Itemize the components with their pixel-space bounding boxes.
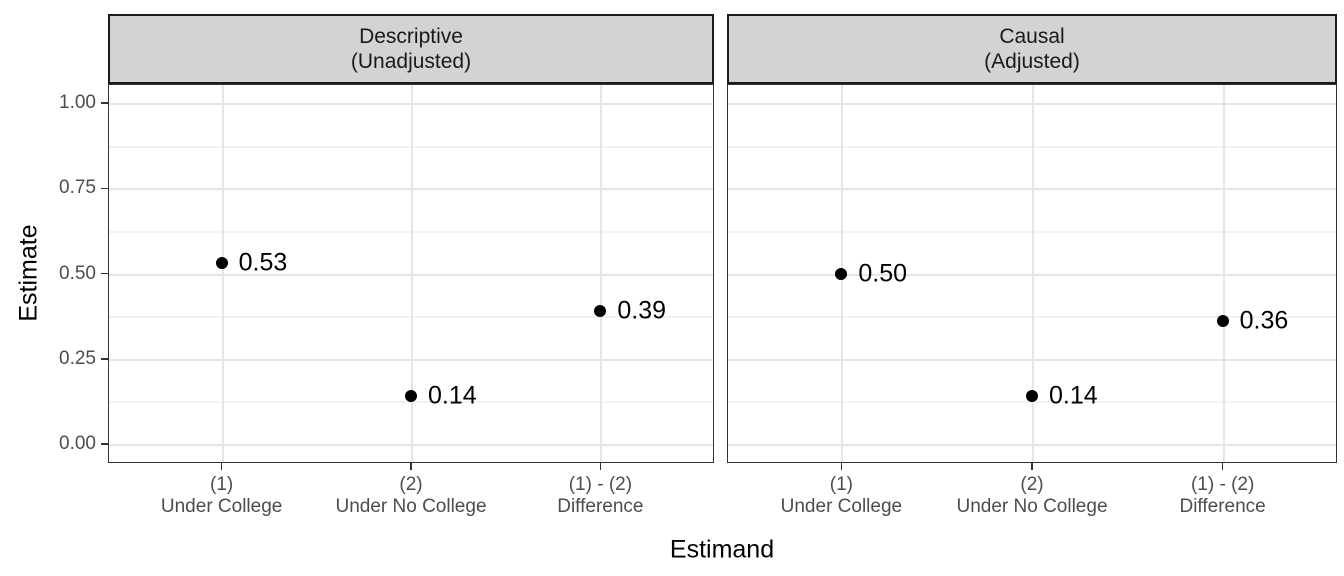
x-axis-tick <box>410 463 412 470</box>
x-axis-tick-label: (2) Under No College <box>956 474 1107 518</box>
data-point-label: 0.50 <box>858 259 908 287</box>
data-point <box>1026 390 1038 403</box>
data-point <box>835 267 848 280</box>
x-axis-tick-label: (1) - (2) Difference <box>557 474 643 518</box>
x-axis-tick <box>1221 463 1224 470</box>
data-point <box>594 305 607 317</box>
gridline-major-v <box>411 85 413 462</box>
y-axis-tick-label: 0.50 <box>59 262 96 284</box>
y-axis-tick-label: 0.00 <box>59 433 96 454</box>
data-point-label: 0.36 <box>1239 306 1289 335</box>
y-axis-tick <box>101 443 108 445</box>
data-point-label: 0.53 <box>238 248 288 277</box>
facet-strip-title-line2: (Adjusted) <box>984 50 1080 73</box>
data-point <box>405 390 417 403</box>
x-axis-tick-label-line2: Under College <box>160 496 283 517</box>
facet-strip: Descriptive (Unadjusted) <box>108 14 714 84</box>
y-axis-tick <box>101 358 108 360</box>
x-axis-tick-label: (1) Under College <box>781 474 902 518</box>
y-axis-tick <box>101 187 108 189</box>
gridline-major-v <box>1032 85 1034 462</box>
x-axis-tick <box>840 463 843 470</box>
facet-panel <box>108 84 714 463</box>
x-axis-tick-label-line2: Under No College <box>335 496 487 517</box>
facet-panel <box>727 84 1337 463</box>
x-axis-tick-label-line1: (1) <box>829 474 853 495</box>
y-axis-tick-label: 1.00 <box>59 92 96 113</box>
x-axis-tick-label: (1) Under College <box>161 474 282 518</box>
gridline-major-v <box>221 85 224 462</box>
y-axis-tick-label: 0.25 <box>59 347 96 369</box>
x-axis-tick-label-line2: Under College <box>780 496 903 517</box>
x-axis-tick <box>599 463 602 470</box>
x-axis-title: Estimand <box>669 535 775 564</box>
gridline-major-v <box>600 85 603 462</box>
facet-strip-title-line1: Causal <box>999 25 1065 48</box>
data-point <box>1216 315 1229 328</box>
x-axis-tick-label-line2: Under No College <box>956 496 1108 517</box>
x-axis-tick-label: (1) - (2) Difference <box>1179 474 1265 518</box>
data-point-label: 0.39 <box>617 296 667 325</box>
x-axis-tick-label-line2: Difference <box>557 496 644 517</box>
facet-strip: Causal (Adjusted) <box>727 14 1337 84</box>
data-point <box>215 257 228 270</box>
x-axis-tick <box>1031 463 1033 470</box>
y-axis-tick <box>101 272 108 275</box>
data-point-label: 0.14 <box>1049 381 1098 410</box>
x-axis-tick-label-line1: (1) - (2) <box>1190 474 1255 495</box>
x-axis-tick-label-line1: (1) - (2) <box>568 474 633 495</box>
facet-strip-title-line1: Descriptive <box>359 25 463 48</box>
x-axis-tick-label-line1: (2) <box>399 474 423 495</box>
x-axis-tick-label-line2: Difference <box>1179 496 1266 517</box>
data-point-label: 0.14 <box>428 381 477 410</box>
y-axis-tick-label: 0.75 <box>59 177 96 199</box>
facet-strip-title-line2: (Unadjusted) <box>350 50 472 73</box>
x-axis-tick-label-line1: (2) <box>1020 474 1044 495</box>
x-axis-tick-label: (2) Under No College <box>335 474 486 518</box>
y-axis-tick <box>101 102 108 104</box>
gridline-major-v <box>1222 85 1225 462</box>
x-axis-tick-label-line1: (1) <box>210 474 234 495</box>
x-axis-tick <box>220 463 223 470</box>
